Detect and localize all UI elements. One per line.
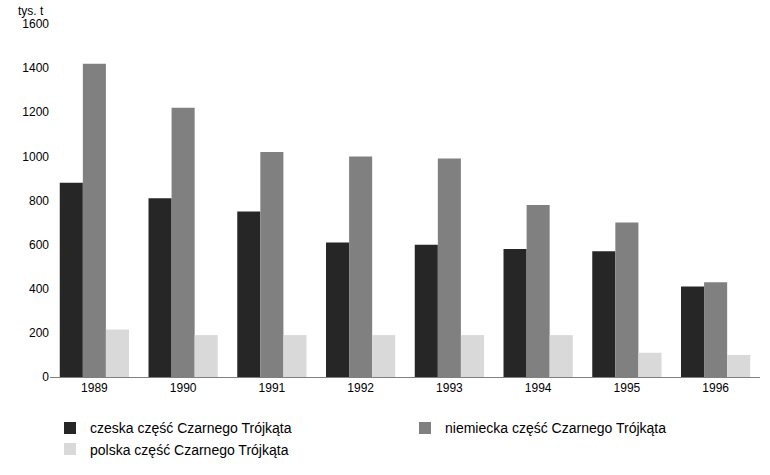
svg-text:200: 200 xyxy=(29,326,49,340)
svg-text:1600: 1600 xyxy=(22,17,49,31)
svg-text:polska część Czarnego Trójkąta: polska część Czarnego Trójkąta xyxy=(90,442,289,458)
svg-text:1200: 1200 xyxy=(22,105,49,119)
svg-text:1995: 1995 xyxy=(614,381,641,395)
svg-text:niemiecka część Czarnego Trójk: niemiecka część Czarnego Trójkąta xyxy=(445,420,666,436)
svg-text:1996: 1996 xyxy=(702,381,729,395)
svg-text:800: 800 xyxy=(29,194,49,208)
svg-text:400: 400 xyxy=(29,282,49,296)
svg-text:1990: 1990 xyxy=(170,381,197,395)
svg-text:0: 0 xyxy=(42,370,49,384)
svg-text:1993: 1993 xyxy=(436,381,463,395)
svg-text:600: 600 xyxy=(29,238,49,252)
svg-text:1994: 1994 xyxy=(525,381,552,395)
svg-text:1991: 1991 xyxy=(259,381,286,395)
svg-text:1400: 1400 xyxy=(22,61,49,75)
svg-text:1000: 1000 xyxy=(22,150,49,164)
svg-text:1992: 1992 xyxy=(347,381,374,395)
svg-text:czeska część Czarnego Trójkąta: czeska część Czarnego Trójkąta xyxy=(90,420,292,436)
svg-text:tys. t: tys. t xyxy=(18,4,44,18)
svg-text:1989: 1989 xyxy=(81,381,108,395)
